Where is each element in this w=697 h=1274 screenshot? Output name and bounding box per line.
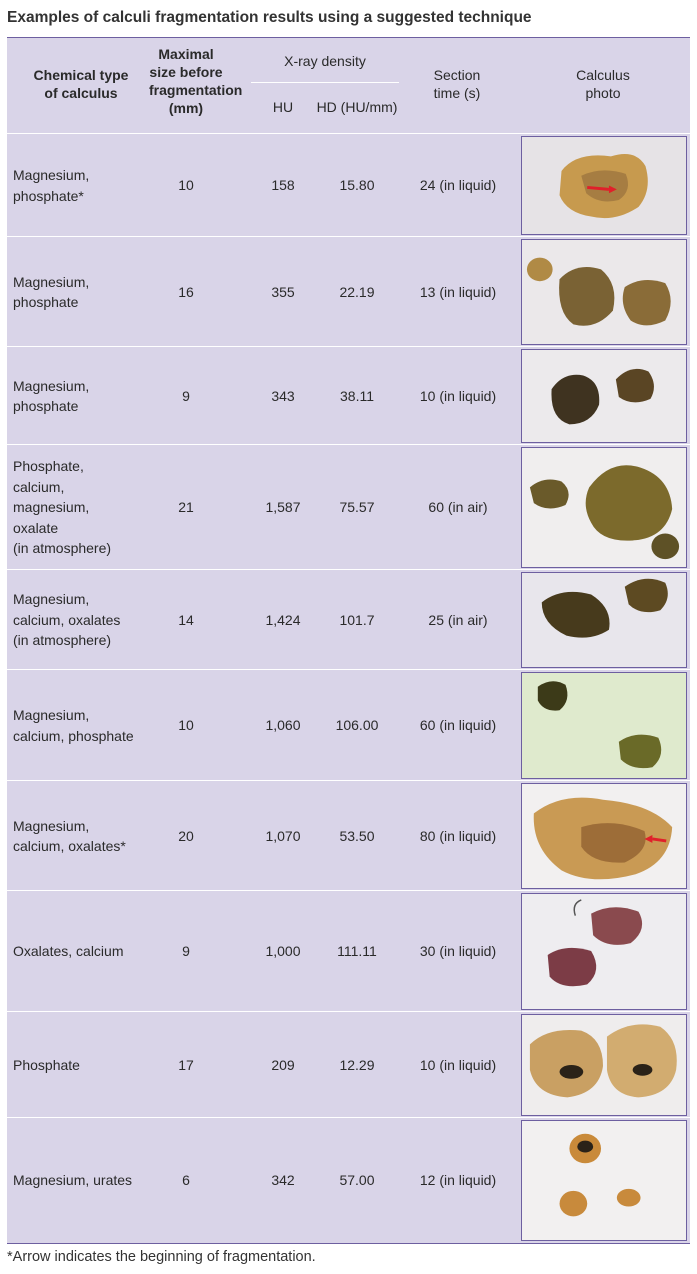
header-chemical-type: Chemical type of calculus [33, 67, 129, 101]
cell-hd: 101.7 [339, 611, 375, 628]
cell-hd: 111.11 [337, 943, 377, 960]
cell-maximal-size: 14 [178, 611, 194, 628]
table-row: Magnesium, calcium, phosphate 10 1,060 1… [7, 669, 690, 781]
cell-chemical-type: Magnesium, phosphate [13, 377, 90, 415]
table-header: Chemical type of calculus Maximal size b… [7, 38, 690, 134]
cell-section-time: 12 (in liquid) [419, 1172, 497, 1189]
calculus-photo [521, 239, 687, 345]
cell-chemical-type: Magnesium, calcium, oxalates* [13, 817, 126, 855]
calculus-photo [521, 1120, 687, 1241]
cell-hu: 1,587 [265, 499, 301, 516]
cell-chemical-type: Magnesium, calcium, phosphate [13, 707, 134, 744]
table-row: Oxalates, calcium 9 1,000 111.11 30 (in … [7, 890, 690, 1012]
cell-maximal-size: 20 [178, 827, 194, 844]
cell-hu: 158 [271, 177, 295, 194]
header-maximal-size: Maximal size before fragmentation (mm) [149, 46, 243, 116]
calculus-photo [521, 672, 687, 779]
cell-chemical-type: Magnesium, calcium, oxalates (in atmosph… [13, 591, 121, 649]
cell-section-time: 25 (in air) [428, 611, 488, 628]
cell-chemical-type: Phosphate [13, 1056, 80, 1073]
calculus-photo [521, 572, 687, 668]
header-xray-density: X-ray density [284, 53, 366, 69]
cell-section-time: 10 (in liquid) [419, 1056, 497, 1073]
results-table: Chemical type of calculus Maximal size b… [7, 37, 690, 1244]
cell-chemical-type: Magnesium, phosphate* [13, 167, 90, 204]
calculus-photo [521, 136, 687, 235]
header-hu: HU [272, 99, 294, 115]
cell-hd: 53.50 [339, 827, 375, 844]
calculus-photo [521, 1014, 687, 1116]
header-section-time: Section time (s) [433, 67, 481, 101]
table-row: Phosphate, calcium, magnesium, oxalate (… [7, 444, 690, 570]
cell-hd: 106.00 [335, 717, 379, 734]
cell-hd: 57.00 [339, 1172, 375, 1189]
cell-hu: 1,424 [265, 611, 301, 628]
table-title: Examples of calculi fragmentation result… [7, 9, 532, 26]
header-calculus-photo: Calculus photo [576, 67, 630, 101]
cell-maximal-size: 10 [178, 177, 194, 194]
cell-chemical-type: Magnesium, urates [13, 1172, 133, 1189]
cell-hd: 38.11 [340, 387, 374, 404]
cell-hu: 1,000 [265, 943, 301, 960]
cell-maximal-size: 9 [182, 943, 190, 960]
cell-hu: 209 [271, 1056, 295, 1073]
calculus-photo [521, 893, 687, 1010]
table-row: Magnesium, urates 6 342 57.00 12 (in liq… [7, 1117, 690, 1243]
cell-hd: 22.19 [339, 283, 375, 300]
calculus-photo [521, 349, 687, 443]
cell-hu: 1,070 [265, 827, 301, 844]
header-hd: HD (HU/mm) [316, 99, 398, 115]
calculus-photo [521, 783, 687, 889]
cell-maximal-size: 9 [182, 387, 190, 404]
cell-hu: 343 [271, 387, 295, 404]
header-divider [251, 82, 399, 83]
cell-maximal-size: 21 [178, 499, 194, 516]
cell-section-time: 24 (in liquid) [419, 177, 497, 194]
cell-hu: 1,060 [265, 717, 301, 734]
cell-section-time: 13 (in liquid) [419, 283, 497, 300]
footnote: *Arrow indicates the beginning of fragme… [7, 1249, 316, 1265]
cell-hd: 15.80 [339, 177, 375, 194]
cell-section-time: 60 (in air) [428, 499, 488, 516]
cell-maximal-size: 10 [178, 717, 194, 734]
calculus-photo [521, 447, 687, 568]
cell-hd: 75.57 [339, 499, 375, 516]
cell-section-time: 30 (in liquid) [419, 943, 497, 960]
cell-section-time: 60 (in liquid) [419, 717, 497, 734]
cell-maximal-size: 17 [178, 1056, 194, 1073]
cell-hu: 342 [271, 1172, 295, 1189]
cell-chemical-type: Magnesium, phosphate [13, 273, 90, 311]
cell-chemical-type: Phosphate, calcium, magnesium, oxalate (… [13, 458, 112, 557]
cell-hd: 12.29 [339, 1056, 375, 1073]
table-row: Magnesium, phosphate* 10 158 15.80 24 (i… [7, 133, 690, 237]
table-row: Phosphate 17 209 12.29 10 (in liquid) [7, 1011, 690, 1118]
cell-hu: 355 [271, 283, 295, 300]
cell-section-time: 10 (in liquid) [419, 387, 497, 404]
table-row: Magnesium, phosphate 9 343 38.11 10 (in … [7, 346, 690, 445]
cell-maximal-size: 16 [178, 283, 194, 300]
cell-section-time: 80 (in liquid) [419, 827, 497, 844]
table-row: Magnesium, calcium, oxalates (in atmosph… [7, 569, 690, 670]
cell-chemical-type: Oxalates, calcium [13, 943, 124, 960]
table-row: Magnesium, phosphate 16 355 22.19 13 (in… [7, 236, 690, 347]
table-row: Magnesium, calcium, oxalates* 20 1,070 5… [7, 780, 690, 891]
cell-maximal-size: 6 [182, 1172, 190, 1189]
